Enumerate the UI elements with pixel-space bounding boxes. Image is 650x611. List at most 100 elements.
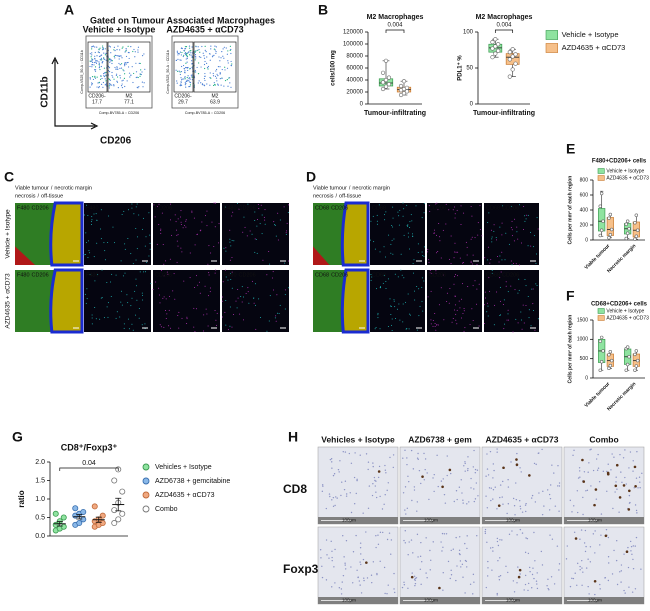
nucleus xyxy=(437,485,439,488)
cell-signal xyxy=(463,310,465,312)
cell-signal xyxy=(487,222,489,224)
cell-signal xyxy=(517,238,519,240)
cell-dot xyxy=(137,49,139,51)
cell-signal xyxy=(518,289,520,291)
cell-dot xyxy=(111,62,113,65)
nucleus xyxy=(549,497,552,500)
stained-cell xyxy=(627,508,631,511)
gate-name: CD206- xyxy=(88,93,106,99)
cell-signal xyxy=(91,317,93,319)
nucleus xyxy=(616,540,618,542)
nucleus xyxy=(393,588,395,590)
cell-dot xyxy=(176,70,179,72)
cell-signal xyxy=(487,305,489,307)
nucleus xyxy=(420,583,422,586)
cell-dot xyxy=(187,69,189,72)
cell-signal xyxy=(403,277,405,279)
channel-label: CD206 xyxy=(155,272,172,278)
cell-signal xyxy=(387,278,389,280)
cell-dot xyxy=(144,68,146,70)
nucleus xyxy=(585,490,587,492)
nucleus xyxy=(416,510,418,512)
cell-signal xyxy=(116,311,118,313)
nucleus xyxy=(421,561,423,563)
cell-dot xyxy=(98,55,101,58)
cell-signal xyxy=(193,326,195,328)
nucleus xyxy=(526,537,529,540)
nucleus xyxy=(558,569,560,571)
cell-signal xyxy=(471,263,473,265)
cell-signal xyxy=(505,281,507,283)
point xyxy=(513,52,518,57)
cell-signal xyxy=(437,209,439,211)
cell-signal xyxy=(186,322,188,324)
cell-signal xyxy=(499,255,501,257)
nucleus xyxy=(461,563,464,566)
nucleus xyxy=(387,482,389,484)
nucleus xyxy=(632,558,634,561)
cell-dot xyxy=(91,61,94,63)
point xyxy=(490,39,495,45)
cell-signal xyxy=(100,238,102,240)
cell-signal xyxy=(221,300,223,302)
nucleus xyxy=(370,574,373,576)
cell-dot xyxy=(113,46,115,48)
cell-dot xyxy=(109,84,111,86)
y-tick-label: 50 xyxy=(466,66,473,72)
nucleus xyxy=(407,475,409,477)
cell-signal xyxy=(201,221,203,223)
cell-signal xyxy=(90,221,92,223)
nucleus xyxy=(595,458,598,460)
cell-dot xyxy=(183,50,185,52)
nucleus xyxy=(473,488,475,490)
cell-signal xyxy=(405,328,407,330)
cell-dot xyxy=(124,85,126,88)
legend-label: AZD4635 + αCD73 xyxy=(155,492,215,499)
cell-dot xyxy=(94,46,96,48)
point xyxy=(398,83,404,89)
cell-dot xyxy=(214,84,216,86)
cell-signal xyxy=(279,219,281,221)
nucleus xyxy=(464,592,466,594)
cell-dot xyxy=(204,49,206,51)
point xyxy=(60,514,67,521)
nucleus xyxy=(330,458,333,460)
cell-dot xyxy=(91,66,93,68)
nucleus xyxy=(599,583,601,586)
nucleus xyxy=(579,565,581,568)
legend-separator: / xyxy=(37,193,39,199)
cell-signal xyxy=(440,257,442,259)
cell-dot xyxy=(221,68,223,71)
nucleus xyxy=(328,557,330,559)
cell-signal xyxy=(215,319,217,321)
cell-signal xyxy=(377,312,379,314)
cell-signal xyxy=(518,278,520,280)
nucleus xyxy=(425,537,427,539)
cell-signal xyxy=(491,238,493,240)
cell-signal xyxy=(181,251,183,253)
cell-dot xyxy=(223,57,225,59)
cell-dot xyxy=(130,46,132,48)
cell-signal xyxy=(454,213,456,215)
cell-signal xyxy=(471,308,473,310)
cell-signal xyxy=(488,246,490,248)
cell-signal xyxy=(229,241,231,243)
cell-signal xyxy=(135,227,137,229)
cell-dot xyxy=(179,73,181,76)
cell-signal xyxy=(370,274,372,276)
nucleus xyxy=(502,503,504,505)
point xyxy=(496,42,501,47)
nucleus xyxy=(337,468,340,471)
nucleus xyxy=(579,538,581,540)
cell-signal xyxy=(235,300,237,302)
cell-signal xyxy=(393,299,395,301)
nucleus xyxy=(534,501,537,503)
nucleus xyxy=(515,482,517,484)
cell-signal xyxy=(243,296,245,298)
cell-signal xyxy=(527,295,529,297)
cell-dot xyxy=(186,52,188,55)
cell-dot xyxy=(185,46,188,48)
nucleus xyxy=(589,546,592,548)
cell-dot xyxy=(184,82,186,84)
nucleus xyxy=(362,512,364,514)
